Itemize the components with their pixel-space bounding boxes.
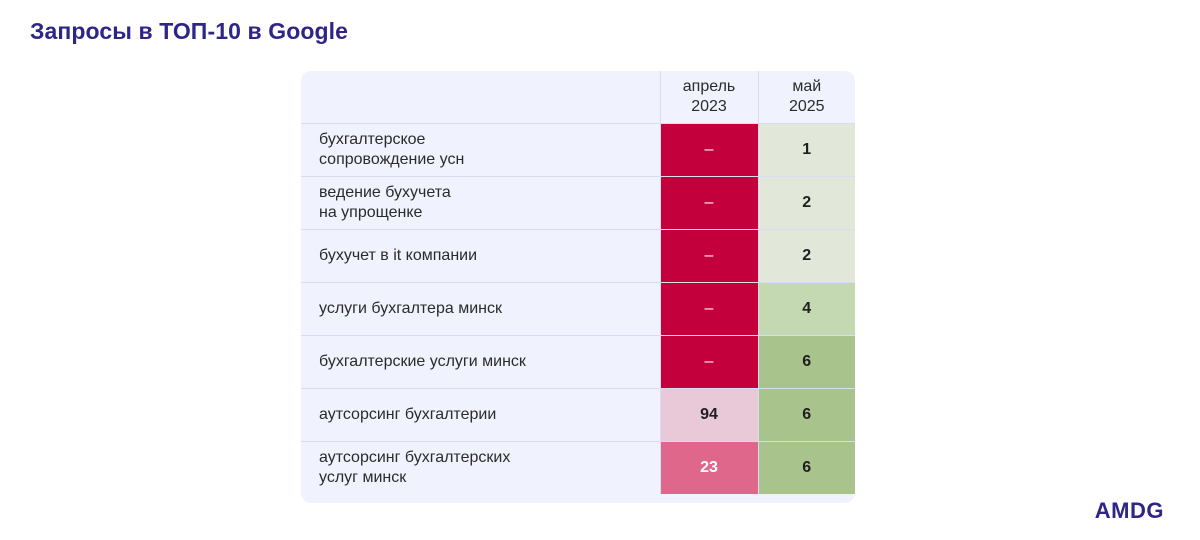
- may-value: 6: [757, 335, 855, 389]
- table-row: аутсорсинг бухгалтерии 94 6: [301, 388, 855, 442]
- april-value: –: [659, 229, 759, 283]
- table-header-row: апрель 2023 май 2025: [301, 71, 855, 124]
- table-row: бухгалтерское сопровождение усн – 1: [301, 123, 855, 177]
- may-value: 2: [757, 229, 855, 283]
- april-value: 94: [659, 388, 759, 442]
- table-row: услуги бухгалтера минск – 4: [301, 282, 855, 336]
- query-cell: бухгалтерское сопровождение усн: [301, 123, 661, 177]
- april-value: –: [659, 176, 759, 230]
- query-text: аутсорсинг бухгалтерских: [319, 449, 511, 466]
- may-value: 4: [757, 282, 855, 336]
- query-text: аутсорсинг бухгалтерии: [319, 406, 497, 423]
- header-may-month: май: [792, 78, 822, 95]
- may-value: 1: [757, 123, 855, 177]
- query-text: бухучет в it компании: [319, 247, 478, 264]
- table-row: аутсорсинг бухгалтерских услуг минск 23 …: [301, 441, 855, 494]
- query-text: ведение бухучета: [319, 184, 451, 201]
- query-cell: услуги бухгалтера минск: [301, 282, 661, 336]
- query-cell: бухучет в it компании: [301, 229, 661, 283]
- query-text: сопровождение усн: [319, 151, 465, 168]
- query-cell: бухгалтерские услуги минск: [301, 335, 661, 389]
- may-value: 2: [757, 176, 855, 230]
- header-april-2023: апрель 2023: [659, 71, 759, 124]
- header-april-year: 2023: [691, 98, 727, 115]
- query-cell: аутсорсинг бухгалтерских услуг минск: [301, 441, 661, 494]
- april-value: 23: [659, 441, 759, 494]
- ranking-table-container: апрель 2023 май 2025 бухгалтерское сопро…: [301, 71, 855, 503]
- april-value: –: [659, 123, 759, 177]
- table-row: бухгалтерские услуги минск – 6: [301, 335, 855, 389]
- table-row: бухучет в it компании – 2: [301, 229, 855, 283]
- query-text: бухгалтерские услуги минск: [319, 353, 526, 370]
- ranking-table: апрель 2023 май 2025 бухгалтерское сопро…: [301, 71, 855, 494]
- april-value: –: [659, 282, 759, 336]
- header-query: [301, 71, 661, 124]
- query-text: бухгалтерское: [319, 131, 426, 148]
- query-cell: аутсорсинг бухгалтерии: [301, 388, 661, 442]
- april-value: –: [659, 335, 759, 389]
- query-text: услуги бухгалтера минск: [319, 300, 502, 317]
- amdg-logo: AMDG: [1094, 498, 1164, 523]
- may-value: 6: [757, 441, 855, 494]
- header-may-year: 2025: [788, 98, 825, 115]
- page-title: Запросы в ТОП-10 в Google: [30, 18, 349, 44]
- header-april-month: апрель: [682, 78, 736, 95]
- table-row: ведение бухучета на упрощенке – 2: [301, 176, 855, 230]
- query-text: на упрощенке: [319, 204, 423, 221]
- may-value: 6: [757, 388, 855, 442]
- query-cell: ведение бухучета на упрощенке: [301, 176, 661, 230]
- query-text: услуг минск: [319, 469, 407, 486]
- header-may-2025: май 2025: [757, 71, 855, 124]
